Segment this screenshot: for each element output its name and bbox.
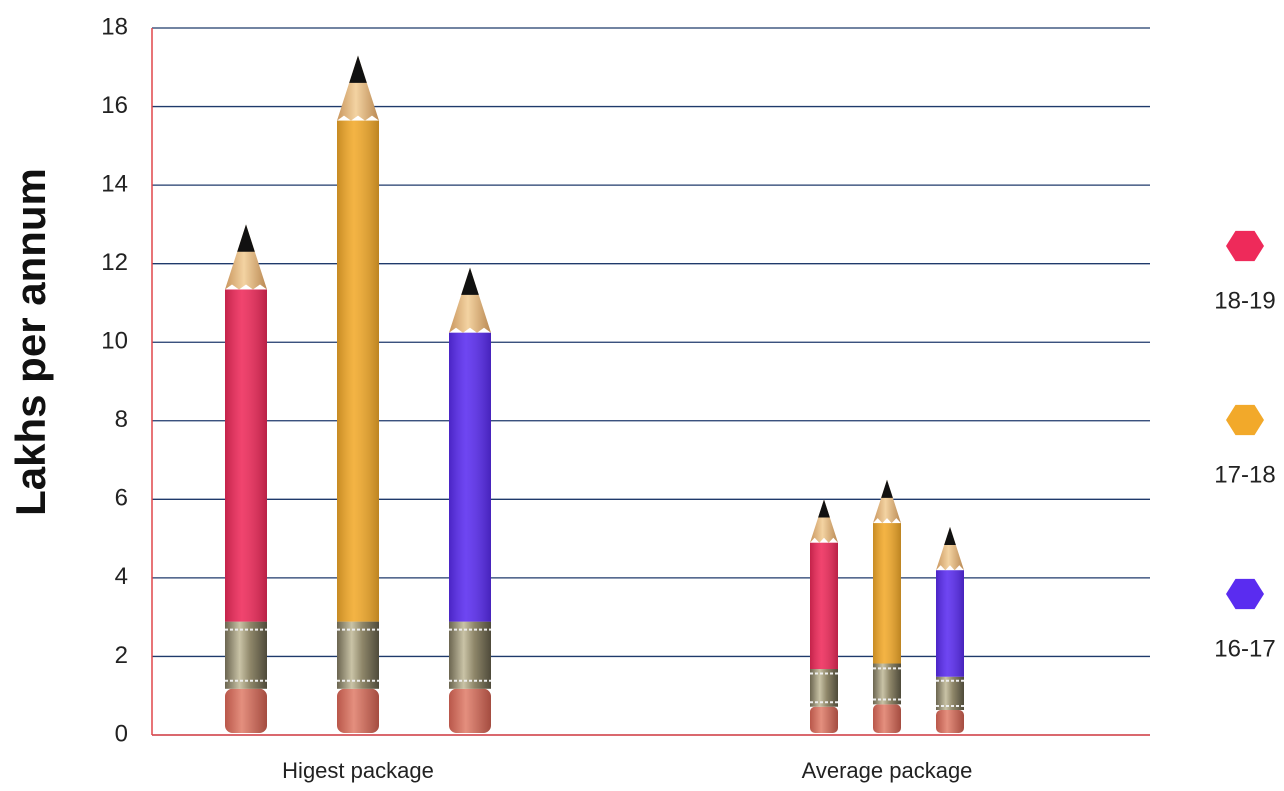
eraser [873, 704, 901, 733]
y-tick-label: 12 [101, 249, 128, 276]
eraser [449, 688, 491, 733]
y-tick-label: 10 [101, 328, 128, 355]
pencil-bar [225, 224, 267, 733]
pencil-bar [449, 267, 491, 733]
ferrule [873, 663, 901, 705]
pencil-bar [873, 479, 901, 733]
pencil-wood [936, 526, 964, 571]
y-tick-label: 8 [115, 406, 128, 433]
pencil-bar [337, 55, 379, 733]
eraser [225, 688, 267, 733]
legend-swatch [1226, 230, 1264, 262]
ferrule [225, 621, 267, 689]
pencil-shade [337, 120, 379, 622]
pencil-lead [237, 224, 255, 252]
pencil-shade [873, 523, 901, 664]
ferrule [936, 676, 964, 711]
pencil-bar [936, 526, 964, 733]
eraser [936, 710, 964, 733]
y-tick-label: 0 [115, 720, 128, 747]
y-tick-label: 2 [115, 642, 128, 669]
ferrule [337, 621, 379, 689]
pencil-shade [449, 332, 491, 622]
legend-label: 18-19 [1214, 287, 1275, 314]
pencil-bar [810, 499, 838, 733]
pencil-shade [225, 289, 267, 622]
y-tick-label: 6 [115, 485, 128, 512]
eraser [337, 688, 379, 733]
eraser [810, 706, 838, 733]
pencil-shade [936, 570, 964, 677]
y-tick-label: 14 [101, 170, 128, 197]
pencil-lead [349, 55, 367, 83]
x-tick-label: Higest package [282, 758, 434, 783]
y-tick-label: 16 [101, 92, 128, 119]
y-tick-label: 18 [101, 13, 128, 40]
pencil-shade [810, 542, 838, 670]
pencil-lead [461, 267, 479, 295]
pencil-wood [810, 499, 838, 543]
pencil-lead [944, 526, 956, 546]
legend-swatch [1226, 404, 1264, 436]
y-axis-title: Lakhs per annum [7, 168, 54, 516]
pencil-lead [818, 499, 830, 518]
ferrule [810, 669, 838, 707]
pencil-wood [873, 479, 901, 524]
pencil-wood [225, 224, 267, 290]
y-tick-label: 4 [115, 563, 128, 590]
ferrule [449, 621, 491, 689]
legend-label: 16-17 [1214, 635, 1275, 662]
pencil-wood [449, 267, 491, 333]
x-tick-label: Average package [802, 758, 973, 783]
pencil-wood [337, 55, 379, 121]
pencil-lead [881, 479, 893, 498]
legend-label: 17-18 [1214, 461, 1275, 488]
legend-swatch [1226, 578, 1264, 610]
